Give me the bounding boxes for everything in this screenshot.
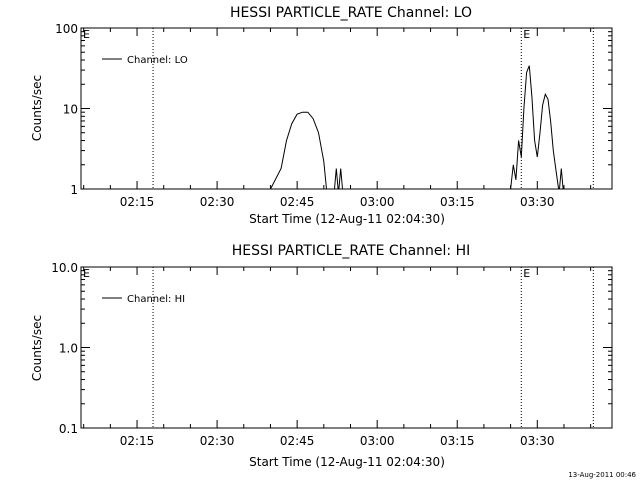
x-tick-label: 02:15 xyxy=(120,434,155,448)
chart-title: HESSI PARTICLE_RATE Channel: HI xyxy=(232,243,470,259)
y-axis-label: Counts/sec xyxy=(30,75,44,141)
x-tick-label: 03:00 xyxy=(360,434,395,448)
x-tick-label: 02:45 xyxy=(280,195,315,209)
chart-lo: HESSI PARTICLE_RATE Channel: LO Counts/s… xyxy=(30,5,613,226)
plot-frame xyxy=(80,266,613,429)
series-line xyxy=(334,168,339,190)
x-tick-label: 02:15 xyxy=(120,195,155,209)
x-tick-label: 02:30 xyxy=(200,434,235,448)
x-tick-label: 03:30 xyxy=(520,434,555,448)
event-marker-label: E xyxy=(83,267,90,280)
x-tick-label: 03:30 xyxy=(520,195,555,209)
event-marker-label: E xyxy=(523,267,530,280)
x-axis-label: Start Time (12-Aug-11 02:04:30) xyxy=(249,455,445,469)
series-line xyxy=(510,65,560,190)
x-tick-label: 03:00 xyxy=(360,195,395,209)
footer-timestamp: 13-Aug-2011 00:46 xyxy=(568,471,636,479)
series-line xyxy=(270,111,327,190)
y-tick-label: 1.0 xyxy=(59,342,78,356)
event-marker-label: E xyxy=(83,28,90,41)
x-tick-label: 03:15 xyxy=(440,434,475,448)
y-tick-label: 10 xyxy=(63,103,78,117)
series-line xyxy=(559,168,564,190)
x-tick-label: 03:15 xyxy=(440,195,475,209)
chart-title: HESSI PARTICLE_RATE Channel: LO xyxy=(230,5,472,21)
series-line xyxy=(338,168,343,190)
y-tick-label: 0.1 xyxy=(59,422,78,436)
y-tick-label: 10.0 xyxy=(51,261,78,275)
y-tick-label: 100 xyxy=(55,22,78,36)
event-marker-label: E xyxy=(523,28,530,41)
legend-label: Channel: HI xyxy=(127,294,185,305)
x-tick-label: 02:30 xyxy=(200,195,235,209)
x-axis-label: Start Time (12-Aug-11 02:04:30) xyxy=(249,212,445,226)
legend-label: Channel: LO xyxy=(127,55,188,66)
y-tick-label: 1 xyxy=(70,183,78,197)
y-axis-label: Counts/sec xyxy=(30,315,44,381)
chart-hi: HESSI PARTICLE_RATE Channel: HI Counts/s… xyxy=(30,243,613,469)
x-tick-label: 02:45 xyxy=(280,434,315,448)
